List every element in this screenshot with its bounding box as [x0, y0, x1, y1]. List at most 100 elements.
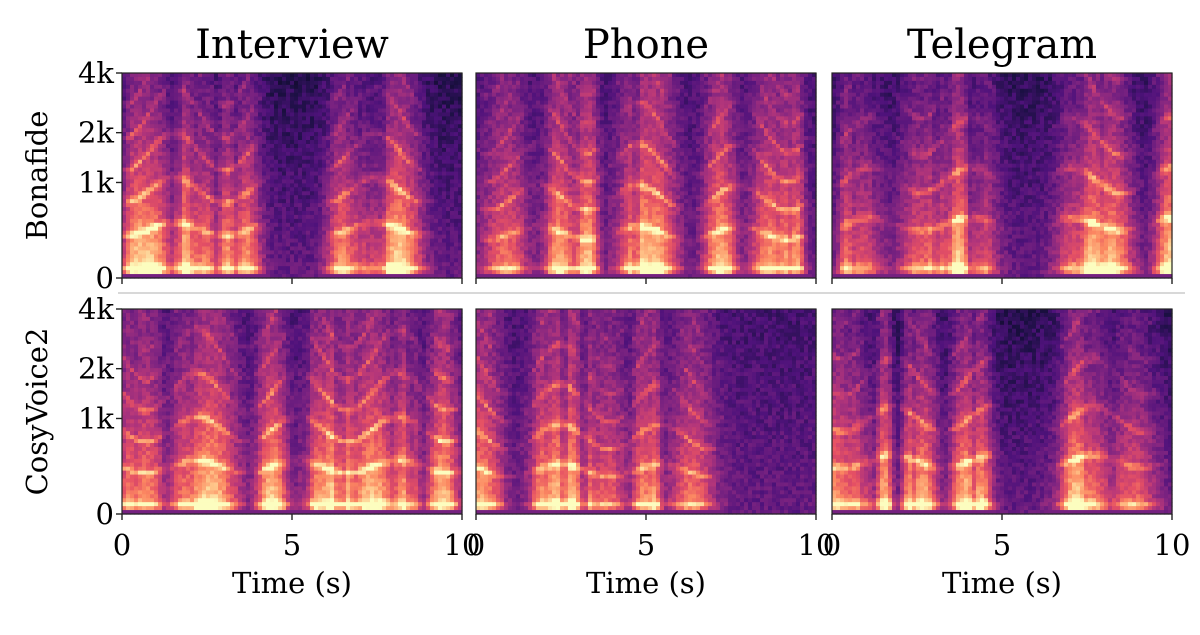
spectrogram-cell [210, 160, 215, 165]
spectrogram-cell [382, 211, 387, 216]
spectrogram-cell [302, 148, 307, 153]
spectrogram-cell [242, 191, 247, 196]
spectrogram-cell [342, 164, 347, 169]
spectrogram-cell [386, 223, 391, 228]
spectrogram-cell [366, 219, 371, 224]
spectrogram-cell [446, 203, 451, 208]
spectrogram-cell [374, 195, 379, 200]
spectrogram-cell [414, 112, 419, 117]
spectrogram-cell [126, 85, 131, 90]
spectrogram-cell [246, 144, 251, 149]
spectrogram-cell [246, 93, 251, 98]
spectrogram-cell [386, 136, 391, 141]
spectrogram-cell [492, 116, 497, 121]
spectrogram-cell [242, 124, 247, 129]
spectrogram-cell [362, 223, 367, 228]
spectrogram-cell [246, 85, 251, 90]
spectrogram-cell [258, 136, 263, 141]
spectrogram-cell [358, 105, 363, 110]
spectrogram-cell [174, 97, 179, 102]
spectrogram-cell [190, 223, 195, 228]
spectrogram-cell [318, 168, 323, 173]
spectrogram-cell [414, 227, 419, 232]
spectrogram-cell [504, 239, 509, 244]
spectrogram-cell [426, 93, 431, 98]
spectrogram-cell [190, 187, 195, 192]
spectrogram-cell [186, 93, 191, 98]
spectrogram-cell [154, 246, 159, 251]
spectrogram-cell [214, 152, 219, 157]
spectrogram-cell [426, 101, 431, 106]
spectrogram-cell [174, 231, 179, 236]
spectrogram-cell [122, 231, 127, 236]
spectrogram-cell [234, 254, 239, 259]
spectrogram-cell [410, 176, 415, 181]
spectrogram-cell [142, 243, 147, 248]
spectrogram-cell [488, 195, 493, 200]
spectrogram-cell [318, 73, 323, 78]
spectrogram-cell [398, 258, 403, 263]
spectrogram-cell [410, 262, 415, 267]
spectrogram-cell [402, 258, 407, 263]
spectrogram-cell [338, 227, 343, 232]
spectrogram-cell [390, 199, 395, 204]
spectrogram-cell [126, 191, 131, 196]
spectrogram-cell [496, 215, 501, 220]
spectrogram-cell [266, 144, 271, 149]
spectrogram-cell [222, 77, 227, 82]
spectrogram-cell [322, 81, 327, 86]
spectrogram-cell [138, 168, 143, 173]
spectrogram-cell [246, 140, 251, 145]
spectrogram-cell [358, 168, 363, 173]
spectrogram-cell [330, 250, 335, 255]
spectrogram-cell [262, 140, 267, 145]
spectrogram-cell [338, 144, 343, 149]
spectrogram-cell [422, 132, 427, 137]
spectrogram-cell [366, 183, 371, 188]
spectrogram-cell [178, 105, 183, 110]
spectrogram-cell [298, 254, 303, 259]
spectrogram-cell [282, 108, 287, 113]
spectrogram-cell [302, 211, 307, 216]
spectrogram-cell [262, 120, 267, 125]
spectrogram-cell [274, 227, 279, 232]
spectrogram-cell [226, 85, 231, 90]
spectrogram-cell [310, 239, 315, 244]
spectrogram-cell [342, 120, 347, 125]
spectrogram-cell [122, 156, 127, 161]
spectrogram-cell [370, 266, 375, 271]
spectrogram-cell [174, 85, 179, 90]
spectrogram-cell [310, 179, 315, 184]
spectrogram-cell [198, 250, 203, 255]
spectrogram-cell [254, 215, 259, 220]
spectrogram-cell [492, 101, 497, 106]
spectrogram-cell [310, 211, 315, 216]
spectrogram-cell [282, 203, 287, 208]
spectrogram-cell [230, 97, 235, 102]
spectrogram-cell [270, 128, 275, 133]
spectrogram-cell [166, 235, 171, 240]
spectrogram-cell [314, 168, 319, 173]
spectrogram-cell [410, 172, 415, 177]
spectrogram-cell [138, 105, 143, 110]
spectrogram-cell [480, 160, 485, 165]
spectrogram-cell [402, 239, 407, 244]
spectrogram-cell [402, 77, 407, 82]
spectrogram-cell [426, 108, 431, 113]
spectrogram-cell [504, 211, 509, 216]
spectrogram-cell [434, 243, 439, 248]
spectrogram-cell [146, 152, 151, 157]
spectrogram-cell [334, 73, 339, 78]
spectrogram-cell [386, 124, 391, 129]
spectrogram-cell [480, 191, 485, 196]
spectrogram-cell [330, 199, 335, 204]
spectrogram-cell [298, 73, 303, 78]
spectrogram-cell [302, 101, 307, 106]
spectrogram-cell [512, 211, 517, 216]
spectrogram-cell [234, 270, 239, 275]
spectrogram-cell [484, 227, 489, 232]
spectrogram-cell [258, 203, 263, 208]
spectrogram-cell [190, 93, 195, 98]
spectrogram-cell [438, 266, 443, 271]
spectrogram-cell [346, 176, 351, 181]
